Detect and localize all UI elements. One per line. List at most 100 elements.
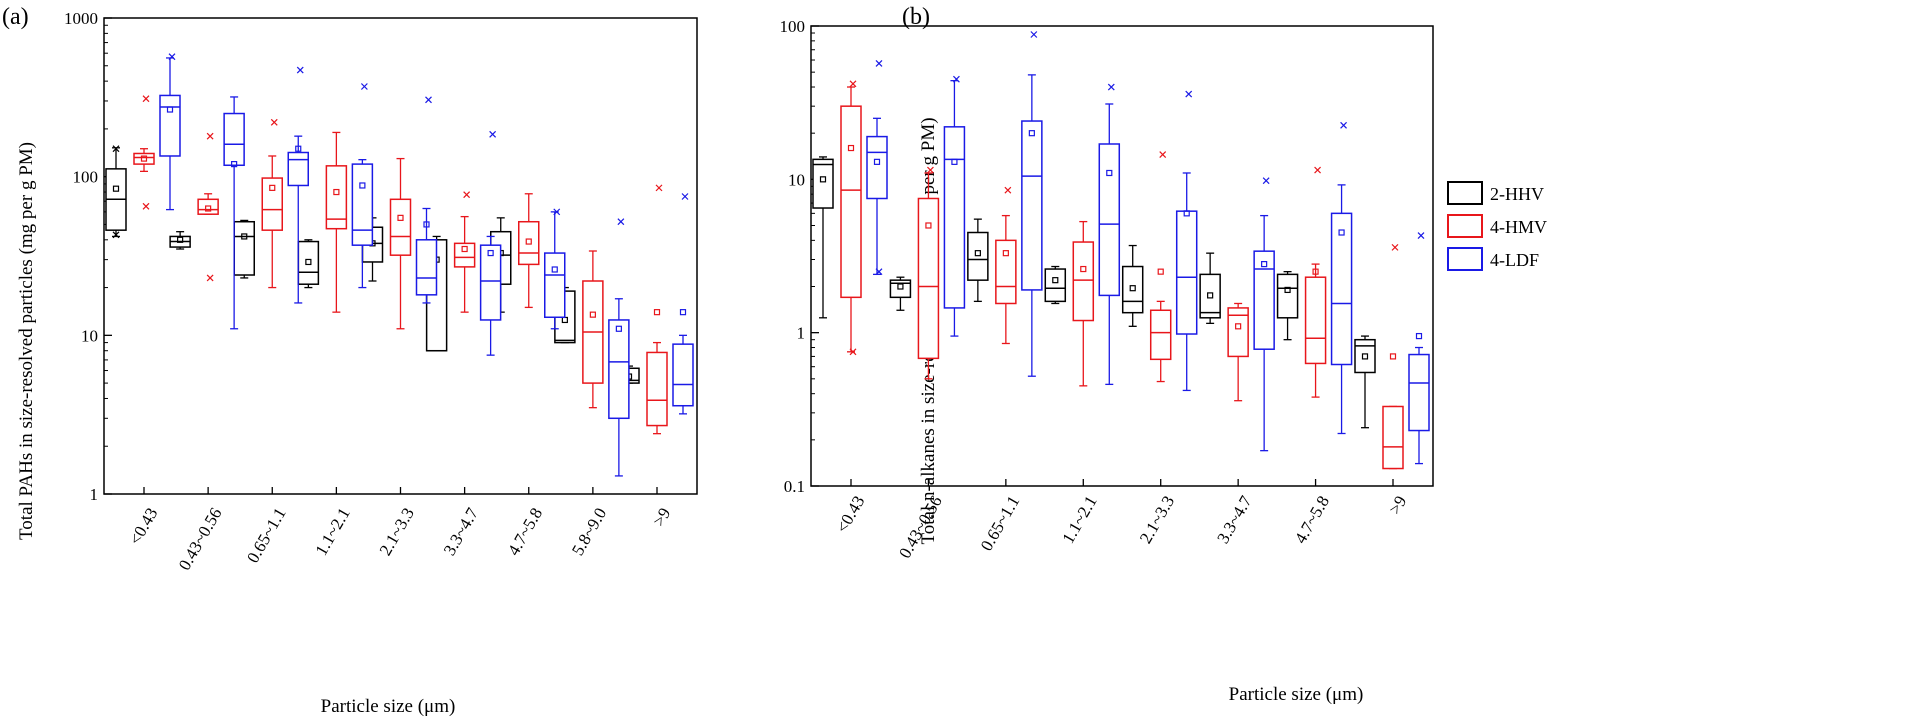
x-tick-label: 0.65~1.1 xyxy=(977,493,1024,555)
mean-marker xyxy=(1183,210,1190,217)
legend-swatch xyxy=(1447,247,1483,271)
y-tick-label: 100 xyxy=(73,168,99,187)
mean-marker xyxy=(359,182,366,189)
mean-marker xyxy=(551,266,558,273)
box xyxy=(1382,405,1404,470)
box xyxy=(223,112,245,167)
outlier-marker xyxy=(875,60,883,67)
legend-label: 4-LDF xyxy=(1490,250,1539,270)
mean-marker xyxy=(1361,353,1369,360)
outlier-marker xyxy=(553,208,561,216)
legend-swatch xyxy=(1447,214,1483,238)
mean-marker xyxy=(951,158,958,165)
box xyxy=(544,252,566,319)
outlier-marker xyxy=(1185,90,1193,98)
outlier-marker xyxy=(206,132,214,140)
mean-marker xyxy=(231,161,238,168)
box xyxy=(917,197,940,360)
mean-marker xyxy=(1028,130,1035,137)
outlier-marker xyxy=(1004,186,1012,194)
mean-marker xyxy=(525,238,532,245)
y-tick-label: 100 xyxy=(780,17,806,36)
mean-marker xyxy=(589,311,596,318)
mean-marker xyxy=(1235,323,1242,330)
outlier-marker xyxy=(1417,232,1425,239)
mean-marker xyxy=(1389,353,1397,360)
box xyxy=(672,343,694,407)
x-tick-label: 2.1~3.3 xyxy=(1136,493,1178,547)
x-tick-label: >9 xyxy=(649,505,675,530)
box xyxy=(1276,273,1299,319)
panel-a-ylabel: Total PAHs in size-resolved particles (m… xyxy=(16,142,37,540)
box xyxy=(812,158,834,209)
x-tick-label: >9 xyxy=(1385,493,1411,518)
mean-marker xyxy=(269,184,276,191)
mean-marker xyxy=(615,325,622,332)
outlier-marker xyxy=(489,130,497,138)
x-tick-label: 3.3~4.7 xyxy=(1213,492,1256,547)
mean-marker xyxy=(140,155,148,162)
panel-b-xlabel: Particle size (μm) xyxy=(1229,684,1364,705)
outlier-marker xyxy=(112,231,120,239)
mean-marker xyxy=(166,106,174,113)
panel-a-xlabel: Particle size (μm) xyxy=(321,696,456,717)
outlier-marker xyxy=(927,166,934,174)
box xyxy=(325,165,348,230)
mean-marker xyxy=(1129,285,1136,292)
panel-b: (b) Total n-alkanes in size-resolved par… xyxy=(780,4,1434,705)
mean-marker xyxy=(1261,261,1268,268)
outlier-marker xyxy=(1314,166,1321,174)
outlier-marker xyxy=(655,184,663,192)
box xyxy=(1253,250,1275,350)
outlier-marker xyxy=(875,268,883,276)
x-tick-label: 4.7~5.8 xyxy=(1291,493,1333,547)
box xyxy=(967,231,989,281)
x-tick-label: <0.43 xyxy=(832,493,868,537)
mean-marker xyxy=(819,176,827,183)
box xyxy=(1330,212,1353,366)
mean-marker xyxy=(1080,265,1087,273)
box xyxy=(1227,307,1249,358)
box xyxy=(1098,143,1121,297)
outlier-marker xyxy=(206,274,214,282)
y-tick-label: 0.1 xyxy=(784,477,805,496)
box xyxy=(297,240,320,285)
box xyxy=(995,239,1017,305)
x-tick-label: 2.1~3.3 xyxy=(376,505,418,559)
legend-label: 2-HHV xyxy=(1490,184,1544,204)
outlier-marker xyxy=(168,53,176,61)
box xyxy=(287,151,309,187)
mean-marker xyxy=(423,221,430,228)
y-tick-label: 10 xyxy=(788,170,805,189)
mean-marker xyxy=(1052,277,1059,284)
mean-marker xyxy=(847,144,855,152)
x-tick-label: 3.3~4.7 xyxy=(440,504,483,559)
box xyxy=(1149,309,1172,361)
y-tick-label: 1000 xyxy=(64,9,98,28)
mean-marker xyxy=(461,245,468,253)
y-tick-label: 10 xyxy=(81,326,98,345)
box xyxy=(1072,241,1095,322)
outlier-marker xyxy=(1030,31,1038,38)
box xyxy=(389,198,412,256)
box xyxy=(233,220,255,276)
mean-marker xyxy=(897,283,904,290)
panel-a-plot: 1 10 100 1000 <0.43 0.43~0.56 0.65~1.1 1.1~2.1 2… xyxy=(64,9,698,573)
mean-marker xyxy=(873,158,881,165)
outlier-marker xyxy=(296,66,304,74)
box xyxy=(453,242,476,268)
plot-frame xyxy=(810,25,1434,487)
box xyxy=(1408,353,1430,432)
mean-marker xyxy=(1338,229,1345,236)
box xyxy=(415,239,438,296)
outlier-marker xyxy=(142,202,150,210)
x-tick-label: 1.1~2.1 xyxy=(312,505,354,559)
x-tick-label: 4.7~5.8 xyxy=(504,505,546,559)
outlier-marker xyxy=(617,218,625,226)
outlier-marker xyxy=(1340,121,1347,129)
box xyxy=(351,163,374,246)
x-tick-label: 5.8~9.0 xyxy=(568,505,610,559)
outlier-marker xyxy=(1159,151,1167,159)
